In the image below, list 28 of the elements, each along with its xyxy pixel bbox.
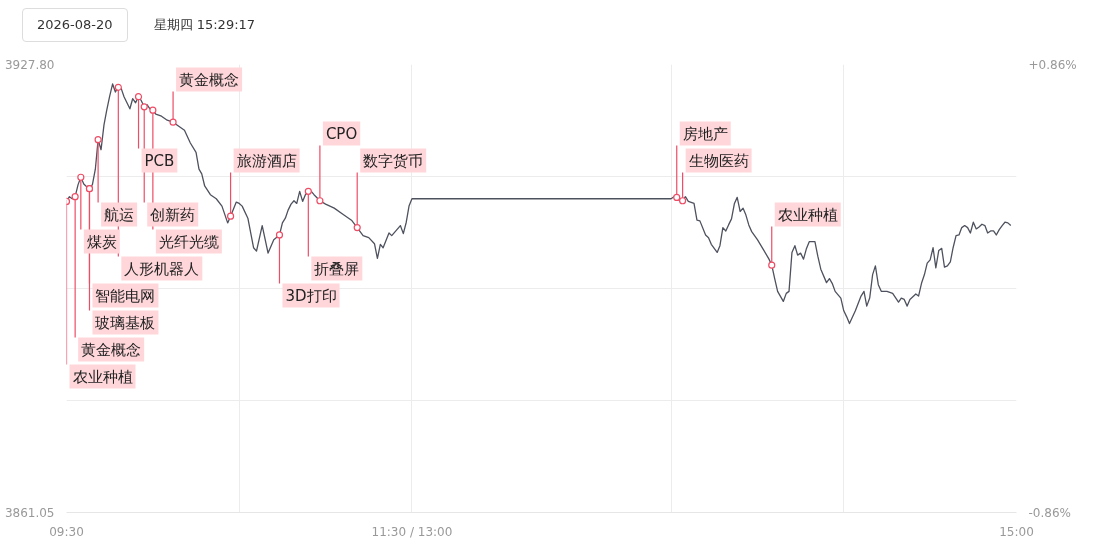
annotation: 航运	[104, 205, 135, 224]
annotation: 旅游酒店	[236, 151, 297, 170]
annotation: 农业种植	[72, 367, 133, 386]
annotation: 黄金概念	[81, 340, 142, 359]
y-tick-label: 3927.80	[4, 58, 55, 72]
annotation: 黄金概念	[179, 70, 240, 89]
annotation: 光纤光缆	[158, 232, 219, 251]
x-tick-label: 09:30	[49, 524, 84, 539]
y-tick-label: 3861.05	[4, 506, 55, 520]
chart-subtitle: 星期四 15:29:17	[153, 15, 256, 34]
annotation: 智能电网	[95, 286, 156, 305]
x-tick-label: 11:30 / 13:00	[371, 524, 453, 539]
annotation: 3D打印	[285, 286, 337, 305]
annotation: 数字货币	[363, 151, 424, 170]
annotation: CPO	[325, 124, 358, 143]
annotation: 玻璃基板	[95, 313, 156, 332]
y2-tick-label: +0.86%	[1028, 57, 1077, 72]
x-tick-label: 15:00	[999, 524, 1034, 539]
annotation: 生物医药	[688, 151, 749, 170]
y2-tick-label: -0.86%	[1028, 505, 1071, 520]
annotation: 创新药	[150, 205, 196, 224]
annotation: 折叠屏	[314, 259, 360, 278]
annotation: PCB	[144, 151, 175, 170]
annotation: 房地产	[682, 124, 728, 143]
annotation: 农业种植	[777, 205, 838, 224]
chart-title: 2026-08-20	[22, 7, 128, 43]
annotation: 煤炭	[86, 232, 117, 251]
annotation: 人形机器人	[124, 259, 200, 278]
